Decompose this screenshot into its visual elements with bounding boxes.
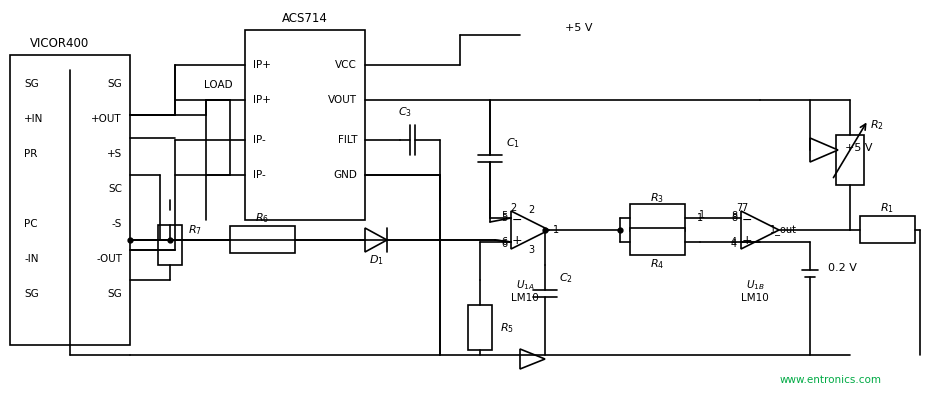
Text: $R_5$: $R_5$ [500, 321, 514, 335]
Text: $U_{1B}$: $U_{1B}$ [746, 278, 764, 292]
Text: SC: SC [108, 184, 122, 194]
Text: 6: 6 [501, 239, 507, 249]
Bar [245, 30, 365, 220]
Text: 6: 6 [501, 237, 507, 247]
Text: 5: 5 [501, 213, 507, 223]
Text: PC: PC [24, 219, 38, 229]
Text: $R_3$: $R_3$ [650, 191, 664, 205]
Text: -OUT: -OUT [96, 254, 122, 264]
Text: −: − [512, 214, 522, 227]
Text: 7: 7 [741, 203, 748, 213]
Polygon shape [365, 228, 387, 252]
Text: 8: 8 [731, 211, 737, 221]
Text: $R_4$: $R_4$ [650, 257, 664, 271]
Text: $C_1$: $C_1$ [506, 136, 520, 150]
Text: GND: GND [333, 170, 357, 180]
Bar [630, 204, 685, 231]
Bar [230, 226, 295, 253]
Polygon shape [520, 349, 545, 369]
Text: −: − [742, 214, 752, 227]
Bar [630, 228, 685, 255]
Text: +5 V: +5 V [845, 143, 872, 153]
Text: LM10: LM10 [511, 293, 538, 303]
Text: -S: -S [112, 219, 122, 229]
Text: SG: SG [24, 79, 38, 89]
Text: SG: SG [107, 79, 122, 89]
Text: VOUT: VOUT [328, 95, 357, 105]
Text: $U_{1A}$: $U_{1A}$ [516, 278, 535, 292]
Text: $C_3$: $C_3$ [398, 105, 412, 119]
Bar [860, 216, 915, 243]
Text: IP-: IP- [253, 135, 265, 145]
Text: $R_7$: $R_7$ [188, 223, 202, 237]
Text: IP-: IP- [253, 170, 265, 180]
Text: 4: 4 [731, 239, 737, 249]
Text: +5 V: +5 V [565, 23, 593, 33]
Text: +S: +S [107, 149, 122, 159]
Text: LOAD: LOAD [204, 80, 233, 90]
Text: ACS714: ACS714 [282, 11, 328, 24]
Text: +OUT: +OUT [91, 114, 122, 124]
Polygon shape [810, 138, 838, 162]
Text: 2: 2 [510, 203, 516, 213]
Text: 2: 2 [528, 205, 534, 215]
Text: 8: 8 [731, 213, 737, 223]
Text: $R_2$: $R_2$ [870, 118, 884, 132]
Bar [10, 55, 130, 345]
Text: $R_1$: $R_1$ [880, 201, 894, 215]
Polygon shape [741, 211, 779, 249]
Text: VCC: VCC [335, 60, 357, 70]
Text: $D_1$: $D_1$ [369, 253, 384, 267]
Text: IP+: IP+ [253, 60, 271, 70]
Text: www.entronics.com: www.entronics.com [780, 375, 882, 385]
Text: PR: PR [24, 149, 38, 159]
Text: VICOR400: VICOR400 [30, 37, 90, 50]
Text: 1: 1 [699, 210, 705, 220]
Text: -IN: -IN [24, 254, 38, 264]
Text: 1: 1 [697, 213, 704, 223]
Text: 3: 3 [528, 245, 534, 255]
Text: 1: 1 [552, 225, 559, 235]
Text: +: + [742, 234, 752, 247]
Text: 0.2 V: 0.2 V [828, 263, 857, 273]
Bar [468, 305, 492, 350]
Bar [158, 225, 182, 265]
Polygon shape [511, 211, 549, 249]
Text: 7: 7 [736, 203, 742, 213]
Text: FILT: FILT [338, 135, 357, 145]
Text: $R_6$: $R_6$ [255, 211, 269, 225]
Bar [206, 100, 230, 175]
Text: SG: SG [107, 289, 122, 299]
Text: 1_out: 1_out [769, 225, 796, 236]
Text: IP+: IP+ [253, 95, 271, 105]
Text: 5: 5 [501, 211, 507, 221]
Text: +: + [512, 234, 522, 247]
Text: SG: SG [24, 289, 38, 299]
Text: LM10: LM10 [741, 293, 769, 303]
Text: +IN: +IN [24, 114, 43, 124]
Text: 4: 4 [731, 237, 737, 247]
Bar [836, 135, 864, 185]
Text: $C_2$: $C_2$ [559, 271, 573, 285]
